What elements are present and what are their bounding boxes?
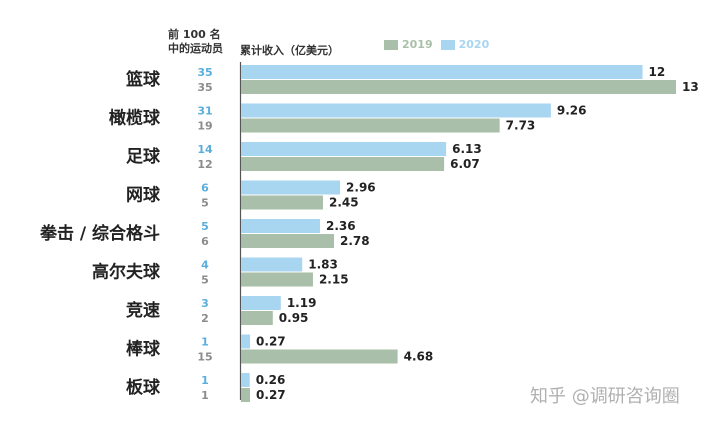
bar-2019 xyxy=(241,311,273,325)
earnings-header: 累计收入（亿美元） xyxy=(240,44,339,57)
athlete-count-2020: 4 xyxy=(201,259,209,272)
value-label-2019: 4.68 xyxy=(404,350,434,364)
athlete-count-2020: 14 xyxy=(197,143,213,156)
athlete-count-2019: 19 xyxy=(197,120,212,133)
bar-2020 xyxy=(241,334,251,349)
legend: 2019 2020 xyxy=(384,38,489,51)
category-label: 足球 xyxy=(126,147,161,167)
value-label-2020: 0.26 xyxy=(256,373,286,387)
athlete-count-2020: 5 xyxy=(201,220,209,233)
category-label: 棒球 xyxy=(126,339,161,360)
value-label-2019: 6.07 xyxy=(450,157,480,171)
value-label-2020: 0.27 xyxy=(256,335,286,349)
category-label: 拳击 / 综合格斗 xyxy=(39,223,160,244)
value-label-2020: 12 xyxy=(649,65,666,79)
value-label-2019: 7.73 xyxy=(506,119,536,133)
category-label: 竞速 xyxy=(126,300,160,321)
athlete-count-2020: 35 xyxy=(197,66,212,79)
category-label: 高尔夫球 xyxy=(92,262,161,283)
athlete-count-2020: 3 xyxy=(201,297,209,310)
bar-2019 xyxy=(241,388,251,402)
bar-2019 xyxy=(241,349,398,364)
value-label-2020: 6.13 xyxy=(452,142,482,156)
category-label: 橄榄球 xyxy=(109,108,161,129)
athlete-count-2019: 5 xyxy=(201,274,209,287)
value-label-2020: 2.36 xyxy=(326,219,356,233)
athlete-count-header: 前 100 名 中的运动员 xyxy=(168,28,223,56)
value-label-2019: 13 xyxy=(682,80,699,94)
bar-2019 xyxy=(241,157,445,171)
bar-2020 xyxy=(241,296,281,310)
legend-swatch-2019 xyxy=(384,39,398,50)
value-label-2019: 2.78 xyxy=(340,234,370,248)
bar-2020 xyxy=(241,373,250,387)
athlete-count-2020: 1 xyxy=(201,374,209,387)
category-label: 篮球 xyxy=(125,69,161,90)
athlete-count-2020: 6 xyxy=(201,182,209,195)
legend-swatch-2020 xyxy=(440,39,455,50)
bar-2019 xyxy=(241,234,335,248)
bar-2019 xyxy=(241,195,323,210)
athlete-count-2019: 2 xyxy=(201,312,209,325)
bar-2019 xyxy=(241,272,313,287)
value-label-2019: 0.95 xyxy=(279,311,309,325)
bar-2020 xyxy=(241,180,341,195)
athlete-count-2019: 15 xyxy=(197,351,212,364)
athlete-count-2020: 31 xyxy=(197,105,212,118)
value-label-2020: 1.83 xyxy=(308,258,338,272)
value-label-2019: 2.15 xyxy=(319,273,349,287)
bar-2020 xyxy=(241,219,320,233)
value-label-2020: 9.26 xyxy=(557,104,587,118)
athlete-count-2019: 12 xyxy=(197,158,212,171)
bar-2020 xyxy=(241,65,643,79)
category-label: 网球 xyxy=(126,186,161,206)
value-label-2019: 0.27 xyxy=(256,388,286,402)
bar-2020 xyxy=(241,142,447,156)
value-label-2020: 2.96 xyxy=(346,181,376,195)
athlete-count-header-line2: 中的运动员 xyxy=(168,42,223,55)
legend-label-2020: 2020 xyxy=(458,38,490,51)
category-label: 板球 xyxy=(126,377,161,398)
athlete-count-2019: 1 xyxy=(201,389,209,402)
legend-item-2020: 2020 xyxy=(440,38,490,51)
watermark: 知乎 @调研咨询圈 xyxy=(530,386,680,407)
athlete-count-2019: 5 xyxy=(201,197,209,210)
athlete-count-2019: 35 xyxy=(197,81,212,94)
athlete-count-2020: 1 xyxy=(201,336,209,349)
value-label-2019: 2.45 xyxy=(329,196,359,210)
athlete-count-2019: 6 xyxy=(201,235,209,248)
value-label-2020: 1.19 xyxy=(287,296,317,310)
legend-item-2019: 2019 xyxy=(384,38,433,51)
bar-2020 xyxy=(241,257,303,272)
bar-2019 xyxy=(241,80,676,94)
bar-2019 xyxy=(241,118,500,133)
athlete-count-header-line1: 前 100 名 xyxy=(168,28,221,41)
legend-label-2019: 2019 xyxy=(402,38,433,51)
bar-2020 xyxy=(241,103,551,118)
